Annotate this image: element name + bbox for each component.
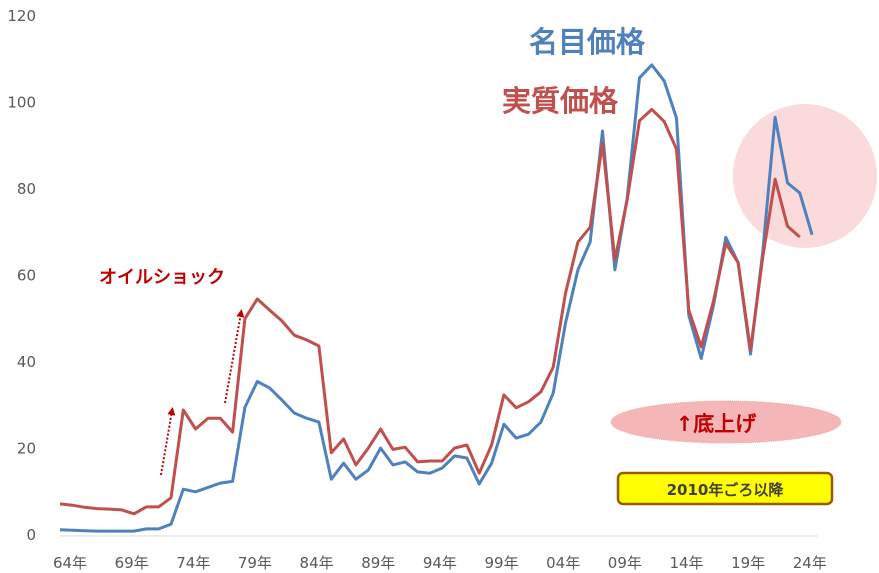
oil-shock-arrow-2 [224, 309, 245, 404]
x-tick-label: 64年 [53, 554, 87, 572]
x-tick-label: 09年 [608, 554, 642, 572]
y-tick-label: 100 [7, 94, 36, 112]
x-axis: 64年 69年 74年 79年 84年 89年 94年 99年 04年 09年 14年 19年 24年 [53, 554, 827, 572]
y-tick-label: 40 [17, 353, 36, 371]
x-tick-label: 89年 [361, 554, 395, 572]
x-tick-label: 74年 [176, 554, 210, 572]
y-tick-label: 60 [17, 267, 36, 285]
y-tick-label: 20 [17, 440, 36, 458]
highlight-circle [733, 104, 877, 248]
x-tick-label: 04年 [546, 554, 580, 572]
real-price-label: 実質価格 [502, 84, 619, 118]
x-tick-label: 99年 [485, 554, 519, 572]
period-label: 2010年ごろ以降 [667, 481, 785, 499]
oil-shock-label: オイルショック [99, 267, 225, 288]
x-tick-label: 94年 [423, 554, 457, 572]
bottom-up-ellipse [610, 400, 842, 444]
nominal-price-label: 名目価格 [529, 25, 646, 59]
y-tick-label: 80 [17, 180, 36, 198]
x-tick-label: 24年 [793, 554, 827, 572]
series-lines [59, 63, 814, 533]
x-tick-label: 14年 [669, 554, 703, 572]
real-price-line [59, 107, 801, 516]
x-tick-label: 79年 [238, 554, 272, 572]
y-tick-label: 120 [7, 7, 36, 25]
period-box [616, 471, 834, 506]
y-tick-label: 0 [26, 526, 36, 544]
bottom-up-label: ↑底上げ [676, 412, 758, 436]
oil-shock-arrow-1 [160, 407, 176, 476]
x-tick-label: 69年 [115, 554, 149, 572]
y-axis: 0 20 40 60 80 100 120 [7, 7, 36, 544]
x-tick-label: 84年 [300, 554, 334, 572]
x-tick-label: 19年 [731, 554, 765, 572]
